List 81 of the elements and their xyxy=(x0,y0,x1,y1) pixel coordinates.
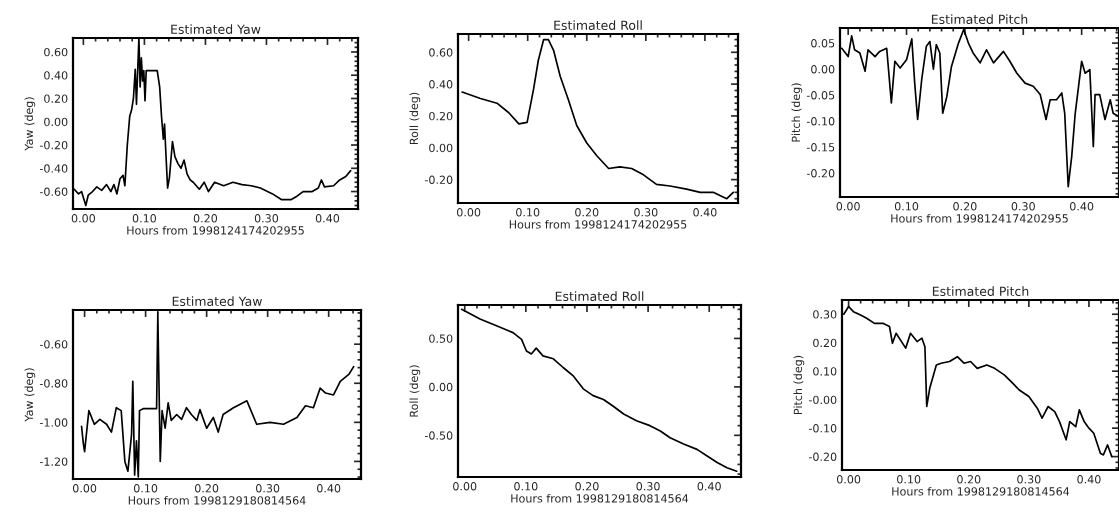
chart-title: Estimated Roll xyxy=(555,291,644,302)
x-axis-title: Hours from 1998124174202955 xyxy=(509,220,687,229)
y-tick-label: -0.80 xyxy=(39,379,68,388)
y-tick-label: -0.15 xyxy=(806,143,835,152)
y-tick-label: -0.20 xyxy=(806,169,835,178)
x-tick-label: 0.00 xyxy=(71,214,96,223)
y-tick-label: -0.20 xyxy=(808,452,837,461)
y-tick-label: -0.50 xyxy=(424,431,453,440)
x-axis-title: Hours from 1998129180814564 xyxy=(511,494,689,503)
y-tick-label: -0.00 xyxy=(808,395,837,405)
chart-title: Estimated Yaw xyxy=(171,24,261,35)
y-axis-title: Roll (deg) xyxy=(409,365,421,417)
x-tick-label: 0.30 xyxy=(256,484,280,493)
y-tick-label: 0.00 xyxy=(429,143,453,153)
x-tick-label: 0.10 xyxy=(894,202,919,211)
x-tick-label: 0.00 xyxy=(457,208,481,217)
y-tick-label: -0.10 xyxy=(808,424,837,433)
y-tick-label: -1.20 xyxy=(39,457,68,466)
y-tick-label: 0.00 xyxy=(811,65,835,74)
y-tick-label: -0.60 xyxy=(39,340,68,349)
y-tick-label: -0.20 xyxy=(39,141,68,150)
x-tick-label: 0.20 xyxy=(193,214,218,223)
line-series xyxy=(461,38,735,200)
x-tick-label: 0.10 xyxy=(132,214,157,223)
x-tick-label: 0.00 xyxy=(836,202,860,211)
x-tick-label: 0.40 xyxy=(315,214,340,223)
y-axis-title: Yaw (deg) xyxy=(24,368,36,422)
x-tick-label: 0.40 xyxy=(693,208,717,217)
y-tick-label: -1.00 xyxy=(39,418,68,427)
x-tick-label: 0.20 xyxy=(953,202,977,211)
chart-title: Estimated Roll xyxy=(554,20,642,31)
y-axis-title: Pitch (deg) xyxy=(791,83,803,142)
x-tick-label: 0.40 xyxy=(1070,202,1094,211)
y-tick-label: 0.05 xyxy=(811,39,835,48)
x-tick-label: 0.30 xyxy=(1011,202,1035,211)
x-axis-title: Hours from 1998124174202955 xyxy=(891,214,1068,223)
y-axis-title: Pitch (deg) xyxy=(793,355,805,414)
y-tick-label: 0.40 xyxy=(429,80,453,89)
chart-title: Estimated Pitch xyxy=(931,14,1028,25)
x-tick-label: 0.30 xyxy=(636,482,660,491)
x-tick-label: 0.10 xyxy=(514,482,538,491)
y-axis-title: Roll (deg) xyxy=(409,92,421,145)
x-tick-label: 0.20 xyxy=(575,482,599,491)
x-tick-label: 0.30 xyxy=(1017,475,1041,484)
x-axis-title: Hours from 1998124174202955 xyxy=(127,226,304,235)
x-tick-label: 0.40 xyxy=(1077,475,1101,484)
x-tick-label: 0.20 xyxy=(575,208,599,217)
y-tick-label: 0.50 xyxy=(429,334,453,343)
y-tick-label: 0.20 xyxy=(813,338,837,348)
x-tick-label: 0.40 xyxy=(697,482,721,491)
x-tick-label: 0.20 xyxy=(194,484,219,493)
y-tick-label: 0.20 xyxy=(429,111,453,121)
y-tick-label: 0.30 xyxy=(813,310,837,319)
x-tick-label: 0.00 xyxy=(453,482,477,491)
x-tick-label: 0.40 xyxy=(317,484,341,493)
x-tick-label: 0.30 xyxy=(254,214,279,223)
y-tick-label: -0.40 xyxy=(39,164,68,173)
y-tick-label: 0.00 xyxy=(429,382,453,392)
y-tick-label: 0.40 xyxy=(44,71,68,80)
y-tick-label: 0.60 xyxy=(44,47,68,57)
y-tick-label: -0.10 xyxy=(806,117,835,126)
x-axis-title: Hours from 1998129180814564 xyxy=(892,487,1070,496)
chart-title: Estimated Pitch xyxy=(932,286,1029,297)
y-axis-title: Yaw (deg) xyxy=(24,97,36,151)
y-tick-label: 0.60 xyxy=(429,48,453,57)
y-tick-label: 0.00 xyxy=(44,117,68,127)
y-tick-label: -0.60 xyxy=(39,187,68,196)
x-tick-label: 0.10 xyxy=(897,475,921,484)
y-tick-label: 0.10 xyxy=(813,367,837,376)
x-tick-label: 0.10 xyxy=(133,484,158,493)
y-tick-label: -0.05 xyxy=(806,91,835,100)
x-tick-label: 0.00 xyxy=(836,475,861,484)
chart-title: Estimated Yaw xyxy=(172,296,262,307)
x-tick-label: 0.20 xyxy=(957,475,981,484)
line-series xyxy=(460,308,738,473)
x-tick-label: 0.00 xyxy=(72,484,97,493)
y-tick-label: 0.20 xyxy=(44,94,68,103)
x-axis-title: Hours from 1998129180814564 xyxy=(128,496,306,505)
x-tick-label: 0.30 xyxy=(634,208,658,217)
y-tick-label: -0.20 xyxy=(424,175,453,184)
x-tick-label: 0.10 xyxy=(516,208,540,217)
